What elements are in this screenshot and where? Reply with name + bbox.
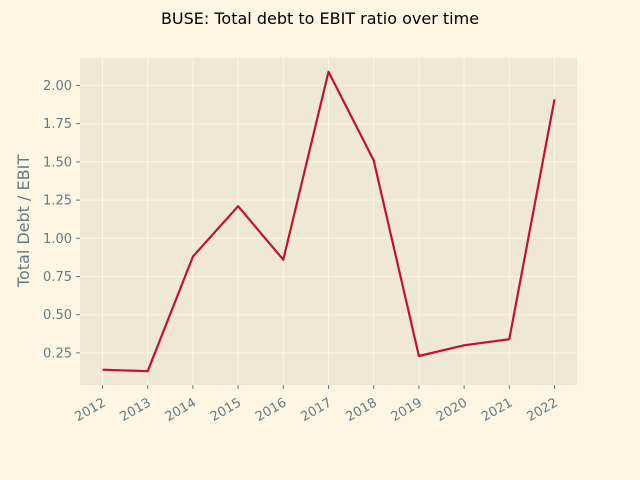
x-axis-ticks: 2012 2013 2014 2015 2016 2017 2018 2019 2020 2021… [72, 385, 561, 425]
x-tick-label: 2013 [118, 395, 154, 425]
y-tick-label: 2.00 [43, 79, 72, 94]
x-tick-label: 2018 [344, 395, 380, 425]
series-line [102, 70, 556, 373]
x-tick-label: 2012 [72, 395, 108, 425]
y-tick-label: 0.50 [43, 308, 72, 323]
x-tick-label: 2014 [163, 395, 199, 425]
y-tick-label: 1.75 [43, 117, 72, 132]
x-tick-label: 2022 [524, 395, 560, 425]
x-tick-label: 2019 [389, 395, 425, 425]
y-axis-ticks: 0.25 0.50 0.75 1.00 1.25 1.50 1.75 2.00 [43, 79, 80, 361]
x-tick-label: 2015 [208, 395, 244, 425]
y-tick-label: 1.50 [43, 155, 72, 170]
x-tick-label: 2021 [479, 395, 515, 425]
y-axis-label: Total Debt / EBIT [14, 155, 33, 288]
grid [80, 58, 577, 385]
y-tick-label: 1.25 [43, 194, 72, 209]
series-layer [102, 70, 556, 373]
x-tick-label: 2016 [253, 395, 289, 425]
y-tick-label: 0.25 [43, 346, 72, 361]
chart-title: BUSE: Total debt to EBIT ratio over time [161, 9, 479, 28]
x-tick-label: 2020 [434, 395, 470, 425]
y-tick-label: 1.00 [43, 232, 72, 247]
y-tick-label: 0.75 [43, 270, 72, 285]
x-tick-label: 2017 [298, 395, 334, 425]
